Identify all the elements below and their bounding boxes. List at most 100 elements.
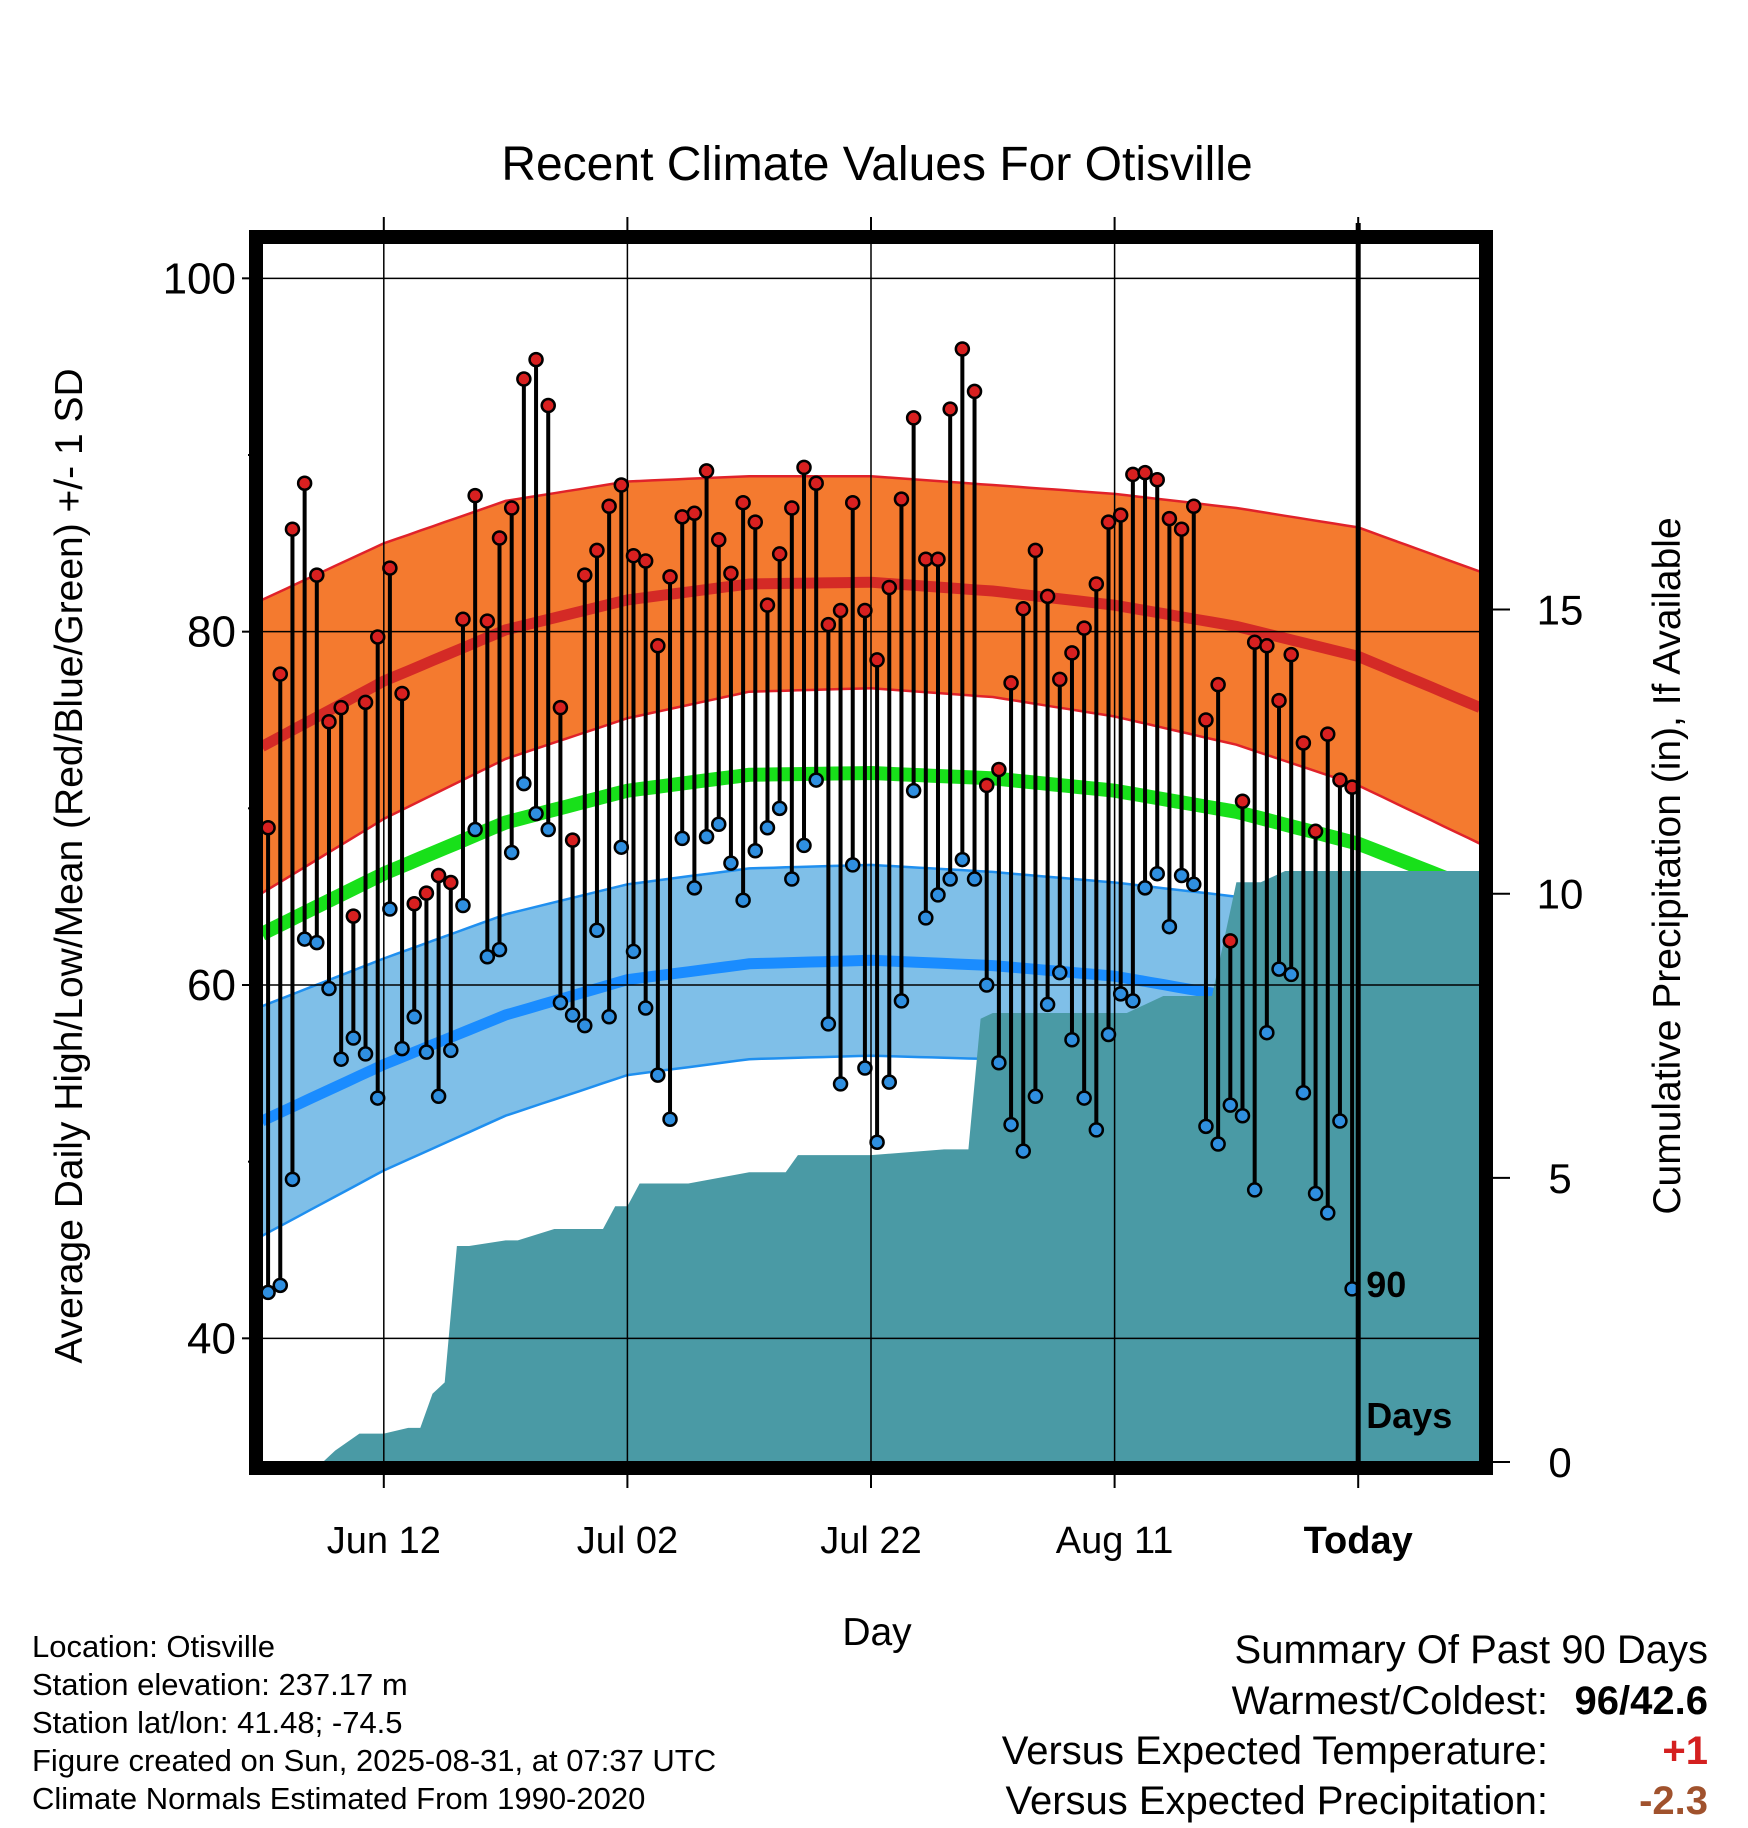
daily-high-point	[954, 341, 971, 357]
daily-high-point	[784, 500, 800, 516]
daily-high-point	[455, 611, 471, 628]
daily-low-point	[1283, 966, 1299, 983]
summary-warmest-coldest: Warmest/Coldest: 96/42.6	[1002, 1676, 1708, 1726]
daily-low-point	[1332, 1113, 1348, 1129]
daily-high-point	[1283, 646, 1299, 663]
daily-high-point	[430, 867, 447, 884]
daily-high-point	[1125, 466, 1141, 483]
daily-high-point	[1320, 726, 1336, 742]
daily-high-point	[978, 777, 995, 794]
daily-high-point	[796, 459, 812, 476]
daily-low-point	[784, 871, 800, 887]
normals-period: Climate Normals Estimated From 1990-2020	[32, 1781, 646, 1816]
daily-high-point	[1003, 675, 1019, 691]
daily-low-point	[893, 993, 910, 1009]
daily-low-point	[443, 1042, 459, 1059]
daily-high-point	[723, 565, 739, 582]
daily-low-point	[467, 821, 483, 838]
daily-low-point	[1076, 1090, 1092, 1106]
daily-low-point	[1320, 1205, 1336, 1221]
daily-low-point	[262, 1284, 276, 1301]
daily-high-point	[262, 820, 276, 836]
daily-high-point	[516, 371, 532, 387]
daily-low-point	[820, 1016, 837, 1032]
daily-high-point	[577, 567, 593, 583]
y2-tick-label: 5	[1548, 1155, 1571, 1202]
daily-high-point	[1173, 521, 1190, 537]
daily-low-point	[747, 842, 764, 859]
daily-low-point	[1198, 1118, 1214, 1135]
daily-low-point	[1137, 880, 1153, 896]
y2-tick-label: 10	[1537, 871, 1584, 918]
daily-high-point	[357, 694, 374, 711]
daily-low-point	[369, 1090, 386, 1106]
daily-low-point	[345, 1030, 362, 1046]
daily-low-point	[1100, 1026, 1117, 1043]
x-tick-label: Jul 22	[820, 1520, 921, 1562]
daily-low-point	[1173, 867, 1190, 884]
station-elevation: Station elevation: 237.17 m	[32, 1667, 408, 1702]
daily-low-point	[869, 1134, 885, 1150]
daily-low-point	[540, 821, 556, 838]
x-tick-label: Today	[1304, 1520, 1413, 1562]
daily-low-point	[991, 1054, 1007, 1071]
daily-low-point	[1112, 986, 1129, 1002]
daily-low-point	[272, 1277, 289, 1294]
station-info: Location: Otisville Station elevation: 2…	[32, 1628, 716, 1818]
daily-high-point	[820, 616, 837, 633]
daily-high-point	[662, 569, 678, 585]
chart-title: Recent Climate Values For Otisville	[501, 138, 1252, 191]
y2-axis-label: Cumulative Precipitation (in), If Availa…	[1646, 517, 1689, 1214]
daily-low-point	[1064, 1032, 1080, 1048]
daily-high-point	[552, 699, 569, 716]
daily-low-point	[832, 1076, 849, 1092]
daily-low-point	[1039, 996, 1056, 1013]
daily-high-point	[613, 477, 630, 493]
figure-created: Figure created on Sun, 2025-08-31, at 07…	[32, 1743, 717, 1778]
daily-high-point	[930, 551, 946, 567]
daily-high-point	[832, 602, 849, 619]
daily-high-point	[1259, 638, 1275, 654]
daily-low-point	[771, 800, 788, 817]
daily-high-point	[272, 666, 289, 682]
y-tick-label: 40	[187, 1314, 236, 1363]
daily-high-point	[711, 532, 727, 548]
daily-high-point	[1015, 600, 1031, 617]
daily-low-point	[796, 837, 812, 854]
daily-low-point	[601, 1009, 617, 1025]
y-tick-label: 60	[187, 961, 236, 1010]
x-tick-label: Aug 11	[1056, 1520, 1174, 1562]
daily-low-point	[857, 1060, 873, 1076]
daily-low-point	[698, 828, 715, 845]
daily-high-point	[1027, 542, 1044, 559]
station-latlon: Station lat/lon: 41.48; -74.5	[32, 1705, 403, 1740]
daily-high-point	[1210, 676, 1226, 693]
daily-low-point	[333, 1051, 349, 1067]
daily-low-point	[881, 1074, 898, 1090]
daily-low-point	[516, 775, 532, 792]
daily-high-point	[1112, 507, 1129, 523]
daily-high-point	[1076, 620, 1092, 636]
temperature-anomaly-value: +1	[1662, 1729, 1708, 1773]
daily-high-point	[942, 401, 958, 417]
daily-high-point	[296, 475, 313, 492]
daily-high-point	[698, 463, 715, 479]
daily-low-point	[455, 897, 471, 914]
y-axis-label: Average Daily High/Low/Mean (Red/Blue/Gr…	[48, 368, 91, 1363]
daily-high-point	[1332, 772, 1348, 788]
daily-low-point	[406, 1009, 422, 1025]
daily-low-point	[1210, 1136, 1226, 1152]
daily-low-point	[1186, 876, 1202, 893]
daily-low-point	[1234, 1107, 1251, 1124]
daily-high-point	[382, 560, 398, 576]
daily-low-point	[394, 1040, 410, 1057]
daily-low-point	[1003, 1116, 1019, 1133]
daily-low-point	[1259, 1024, 1275, 1041]
daily-high-point	[650, 638, 666, 654]
daily-high-point	[1161, 510, 1178, 527]
daily-low-point	[418, 1044, 435, 1060]
daily-high-point	[991, 761, 1007, 778]
daily-low-point	[491, 941, 508, 958]
x-tick-label: Jun 12	[327, 1520, 441, 1562]
